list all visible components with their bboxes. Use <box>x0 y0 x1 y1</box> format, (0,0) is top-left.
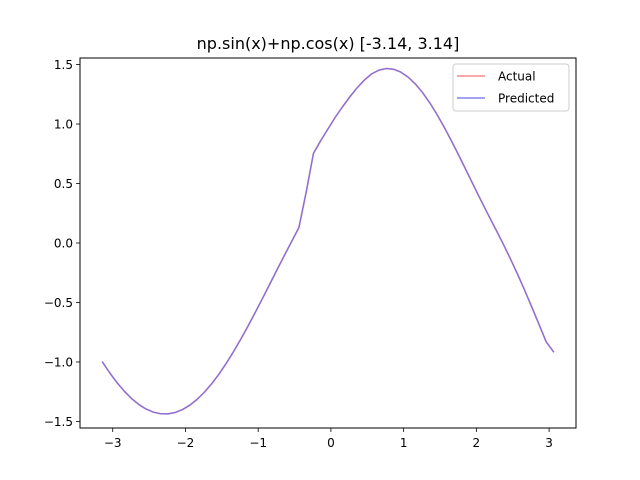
y-tick-label: 1.5 <box>54 58 73 72</box>
y-tick-label: −1.5 <box>44 415 73 429</box>
x-tick-label: −3 <box>104 436 122 450</box>
legend-label-actual: Actual <box>498 70 536 84</box>
x-tick-label: −1 <box>249 436 267 450</box>
y-tick-label: 1.0 <box>54 118 73 132</box>
y-tick-label: −0.5 <box>44 296 73 310</box>
series-line-predicted <box>101 67 555 415</box>
series-layer <box>101 67 555 415</box>
x-tick-label: 2 <box>473 436 481 450</box>
y-tick-label: 0.0 <box>54 237 73 251</box>
chart-title: np.sin(x)+np.cos(x) [-3.14, 3.14] <box>197 34 460 53</box>
y-axis: −1.5 −1.0 −0.5 0.0 0.5 1.0 1.5 <box>44 58 80 429</box>
x-tick-label: 3 <box>545 436 553 450</box>
legend-label-predicted: Predicted <box>498 92 554 106</box>
y-tick-label: −1.0 <box>44 355 73 369</box>
y-tick-label: 0.5 <box>54 177 73 191</box>
x-tick-label: 1 <box>400 436 408 450</box>
x-axis: −3 −2 −1 0 1 2 3 <box>104 428 553 450</box>
x-tick-label: 0 <box>327 436 335 450</box>
legend: Actual Predicted <box>452 63 570 112</box>
x-tick-label: −2 <box>177 436 195 450</box>
